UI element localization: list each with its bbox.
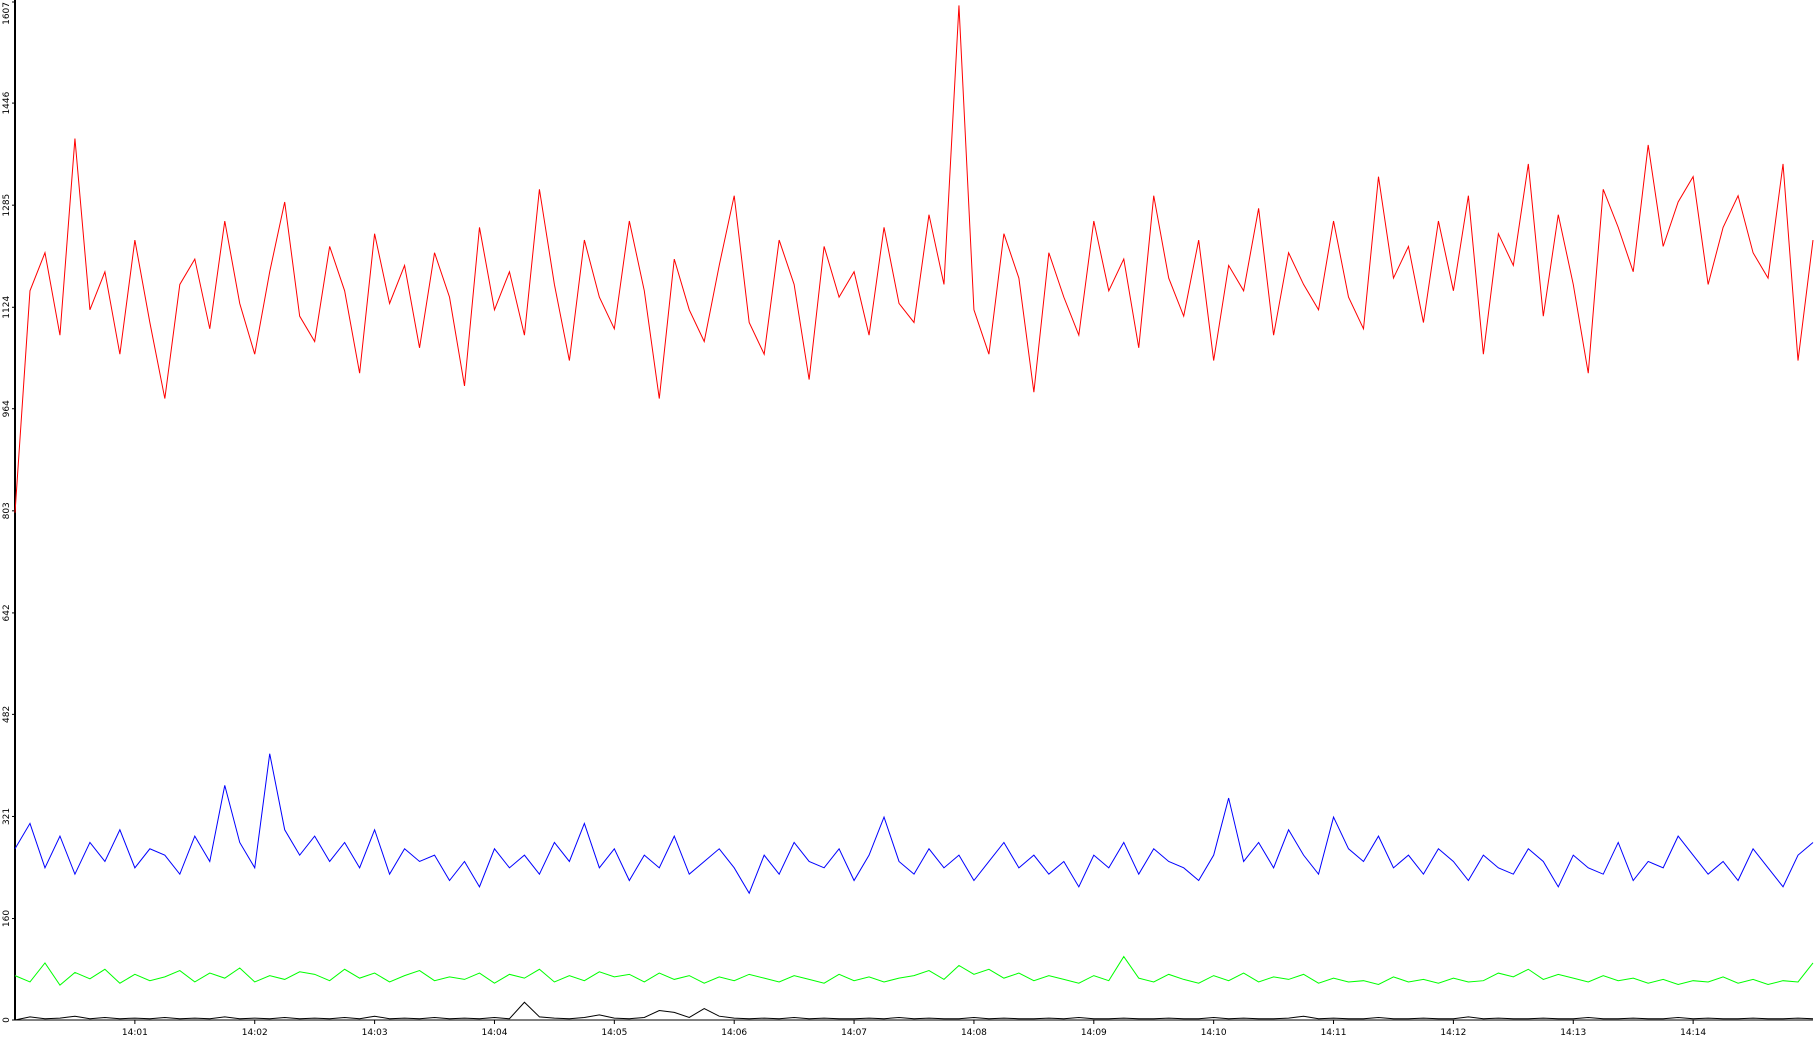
y-tick-label: 642 [2,604,12,621]
y-tick-label: 1607 [2,2,12,25]
series-line [14,1001,1814,1021]
x-tick-label: 14:12 [1440,1028,1466,1038]
series-line [14,753,1814,895]
y-tick-label: 1124 [2,296,12,319]
series-line [14,5,1814,513]
x-tick-label: 14:06 [721,1028,747,1038]
x-tick-label: 14:07 [841,1028,867,1038]
x-tick-label: 14:04 [481,1028,507,1038]
y-tick-label: 321 [2,808,12,825]
series-line [14,955,1814,986]
y-tick-label: 160 [2,910,12,927]
x-tick-label: 14:01 [122,1028,148,1038]
x-tick-label: 14:14 [1680,1028,1706,1038]
x-tick-label: 14:11 [1321,1028,1347,1038]
x-tick-label: 14:05 [601,1028,627,1038]
x-tick-label: 14:03 [362,1028,388,1038]
x-tick-label: 14:10 [1201,1028,1227,1038]
x-tick-label: 14:09 [1081,1028,1107,1038]
y-tick-label: 1285 [2,194,12,217]
x-tick-label: 14:13 [1560,1028,1586,1038]
y-tick-label: 964 [2,400,12,417]
x-tick-label: 14:08 [961,1028,987,1038]
x-tick-label: 14:02 [242,1028,268,1038]
y-tick-label: 0 [2,1017,12,1023]
y-tick-label: 482 [2,706,12,723]
y-tick-label: 1446 [2,91,12,114]
y-tick-label: 803 [2,502,12,519]
